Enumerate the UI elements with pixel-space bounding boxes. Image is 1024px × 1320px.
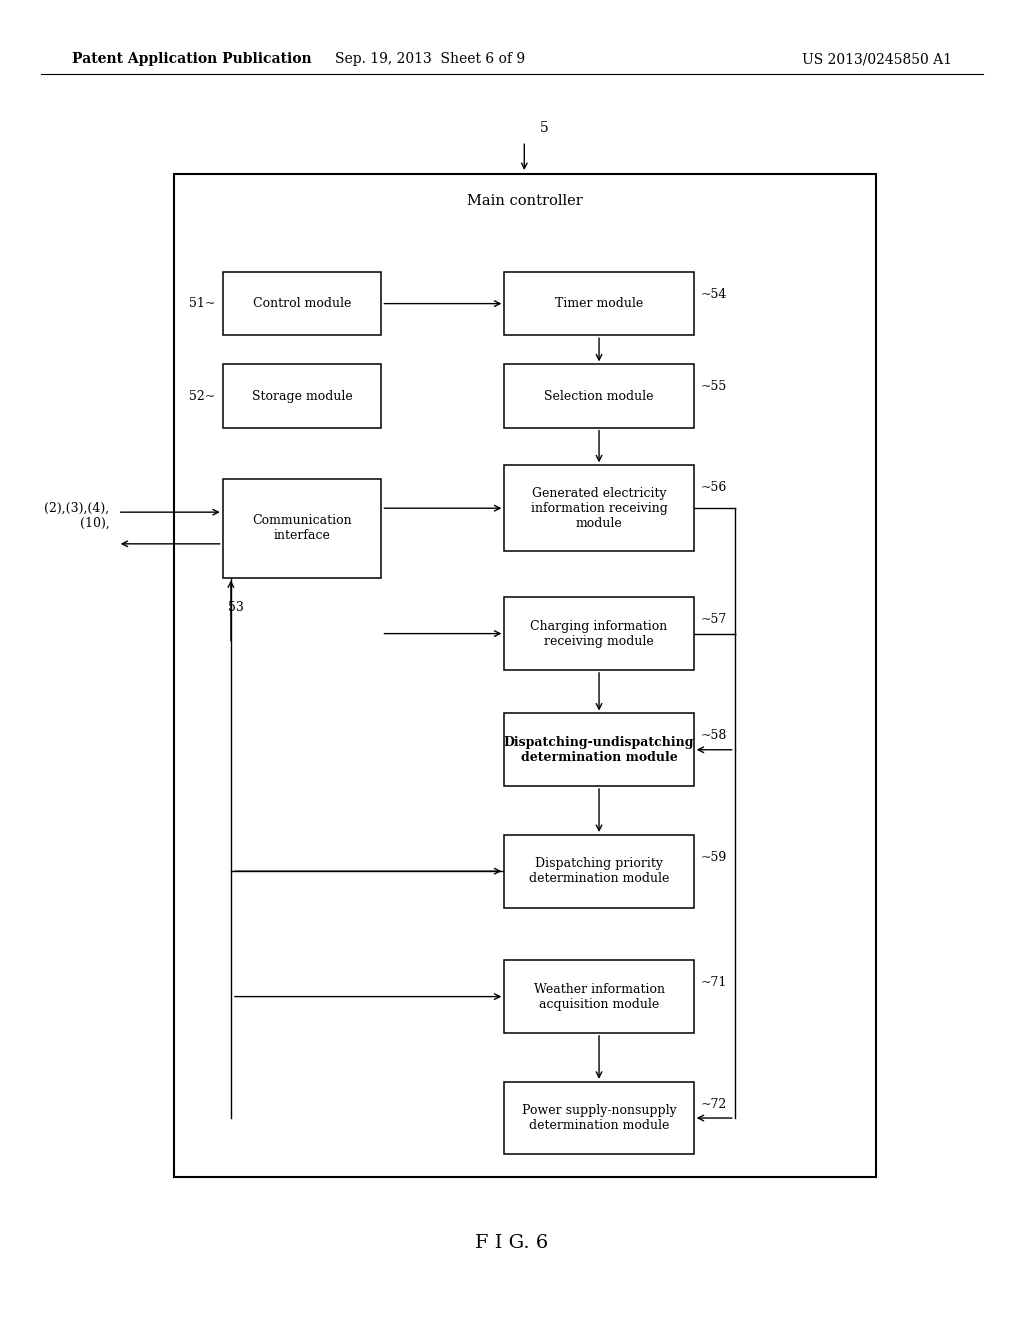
Text: 5: 5 [540, 120, 549, 135]
Text: Main controller: Main controller [467, 194, 583, 207]
Text: ~54: ~54 [700, 288, 727, 301]
Text: Selection module: Selection module [545, 389, 653, 403]
Bar [222, 272, 381, 335]
Text: Charging information
receiving module: Charging information receiving module [530, 619, 668, 648]
Text: Storage module: Storage module [252, 389, 352, 403]
Text: Communication
interface: Communication interface [252, 513, 352, 543]
Text: Generated electricity
information receiving
module: Generated electricity information receiv… [530, 487, 668, 529]
Text: Sep. 19, 2013  Sheet 6 of 9: Sep. 19, 2013 Sheet 6 of 9 [335, 53, 525, 66]
Bar [174, 174, 876, 1177]
Bar [504, 961, 694, 1032]
Bar [504, 1082, 694, 1154]
Text: ~72: ~72 [700, 1098, 727, 1110]
Text: 52~: 52~ [189, 389, 215, 403]
Text: Timer module: Timer module [555, 297, 643, 310]
Bar [504, 272, 694, 335]
Bar [504, 466, 694, 552]
Text: Weather information
acquisition module: Weather information acquisition module [534, 982, 665, 1011]
Bar [504, 364, 694, 428]
Text: ~59: ~59 [700, 850, 727, 863]
Text: ~58: ~58 [700, 729, 727, 742]
Text: 53: 53 [227, 602, 244, 614]
Text: Dispatching priority
determination module: Dispatching priority determination modul… [528, 857, 670, 886]
Text: ~57: ~57 [700, 612, 727, 626]
Text: Patent Application Publication: Patent Application Publication [72, 53, 311, 66]
Bar [504, 713, 694, 787]
Bar [222, 479, 381, 578]
Text: Dispatching-undispatching
determination module: Dispatching-undispatching determination … [504, 735, 694, 764]
Text: F I G. 6: F I G. 6 [475, 1234, 549, 1253]
Text: Control module: Control module [253, 297, 351, 310]
Text: (2),(3),(4),
(10),: (2),(3),(4), (10), [44, 502, 110, 529]
Bar [504, 836, 694, 908]
Text: US 2013/0245850 A1: US 2013/0245850 A1 [803, 53, 952, 66]
Text: Power supply-nonsupply
determination module: Power supply-nonsupply determination mod… [521, 1104, 677, 1133]
Text: ~71: ~71 [700, 977, 727, 989]
Bar [504, 597, 694, 671]
Text: 51~: 51~ [189, 297, 215, 310]
Text: ~56: ~56 [700, 482, 727, 494]
Text: ~55: ~55 [700, 380, 727, 393]
Bar [222, 364, 381, 428]
